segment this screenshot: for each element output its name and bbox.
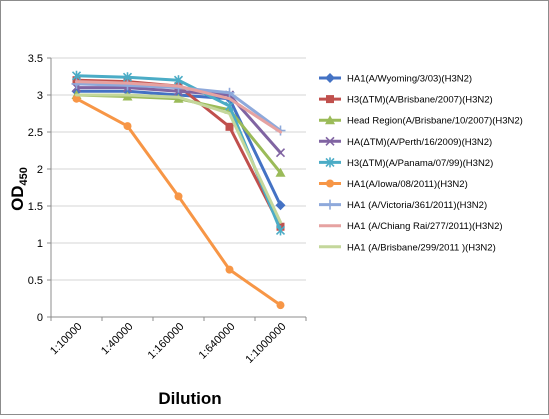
data-point — [275, 225, 286, 236]
legend-entry: H3(ΔTM)(A/Brisbane/2007)(H3N2) — [319, 95, 493, 106]
data-point — [72, 94, 81, 103]
legend-marker — [325, 73, 335, 83]
legend-marker — [326, 95, 334, 104]
y-tick-label: 1.5 — [28, 201, 43, 213]
series-6 — [72, 94, 285, 310]
legend-entry: HA1(A/Wyoming/3/03)(H3N2) — [319, 73, 472, 85]
y-tick-label: 0 — [37, 312, 43, 324]
legend-marker — [325, 157, 335, 168]
series-line — [75, 93, 282, 224]
y-tick-label: 1 — [37, 238, 43, 250]
y-tick-label: 2 — [37, 164, 43, 176]
x-tick-label: 1:10000 — [48, 321, 85, 358]
series-line — [75, 97, 282, 307]
x-tick-label: 1:1000000 — [243, 321, 288, 366]
data-point — [224, 87, 235, 98]
x-axis-ticks: 1:10000 1:40000 1:160000 1:640000 1:1000000 — [48, 317, 307, 366]
legend-entry: H3(ΔTM)(A/Panama/07/99)(H3N2) — [319, 157, 493, 169]
data-point — [225, 122, 234, 131]
x-tick-label: 1:40000 — [99, 321, 136, 358]
y-tick-label: 0.5 — [28, 275, 43, 287]
data-point — [123, 122, 132, 131]
x-axis-title: Dilution — [158, 389, 221, 408]
legend-marker — [325, 136, 335, 146]
y-axis-title: OD450 — [8, 167, 30, 211]
y-axis-title-sub: 450 — [18, 167, 30, 185]
legend-label: HA1 (A/Chiang Rai/277/2011)(H3N2) — [347, 221, 503, 232]
legend-label: H3(ΔTM)(A/Brisbane/2007)(H3N2) — [347, 95, 493, 106]
legend-entry: HA(ΔTM)(A/Perth/16/2009)(H3N2) — [319, 136, 492, 148]
series-9 — [75, 93, 282, 224]
legend-entry: HA1 (A/Victoria/361/2011)(H3N2) — [319, 199, 487, 211]
marker-stroke — [275, 148, 286, 158]
legend-marker — [325, 115, 335, 125]
data-point — [224, 101, 235, 112]
y-axis-title-main: OD — [8, 185, 27, 211]
legend-entry: HA1(A/Iowa/08/2011)(H3N2) — [319, 179, 468, 190]
x-tick-label: 1:640000 — [197, 321, 238, 362]
series-1 — [71, 86, 286, 211]
legend: HA1(A/Wyoming/3/03)(H3N2) H3(ΔTM)(A/Brisb… — [319, 73, 523, 253]
y-tick-label: 3 — [37, 90, 43, 102]
y-axis-ticks: 0 0.5 1 1.5 2 2.5 3 3.5 — [28, 53, 51, 324]
data-point — [275, 148, 286, 158]
legend-label: H3(ΔTM)(A/Panama/07/99)(H3N2) — [347, 158, 493, 169]
data-point — [275, 167, 286, 177]
series-group — [71, 70, 286, 310]
series-line — [75, 80, 282, 134]
legend-entry: HA1 (A/Chiang Rai/277/2011)(H3N2) — [319, 221, 503, 232]
data-point — [275, 200, 286, 211]
y-tick-label: 2.5 — [28, 127, 43, 139]
marker-stroke — [325, 136, 335, 146]
legend-label: HA1(A/Iowa/08/2011)(H3N2) — [347, 179, 468, 190]
axes — [50, 58, 306, 318]
legend-marker — [325, 199, 335, 210]
legend-label: HA1 (A/Victoria/361/2011)(H3N2) — [347, 200, 487, 211]
legend-label: HA(ΔTM)(A/Perth/16/2009)(H3N2) — [347, 137, 492, 148]
legend-label: HA1 (A/Brisbane/299/2011 )(H3N2) — [347, 242, 496, 253]
x-tick-label: 1:160000 — [146, 321, 187, 362]
data-point — [276, 301, 285, 310]
data-point — [174, 192, 183, 201]
legend-entry: HA1 (A/Brisbane/299/2011 )(H3N2) — [319, 242, 496, 253]
legend-marker — [326, 179, 334, 188]
y-tick-label: 3.5 — [28, 53, 43, 65]
legend-entry: Head Region(A/Brisbane/10/2007)(H3N2) — [319, 115, 523, 127]
legend-label: Head Region(A/Brisbane/10/2007)(H3N2) — [347, 116, 523, 127]
data-point — [225, 265, 234, 274]
legend-label: HA1(A/Wyoming/3/03)(H3N2) — [347, 74, 472, 85]
series-8 — [75, 80, 282, 134]
